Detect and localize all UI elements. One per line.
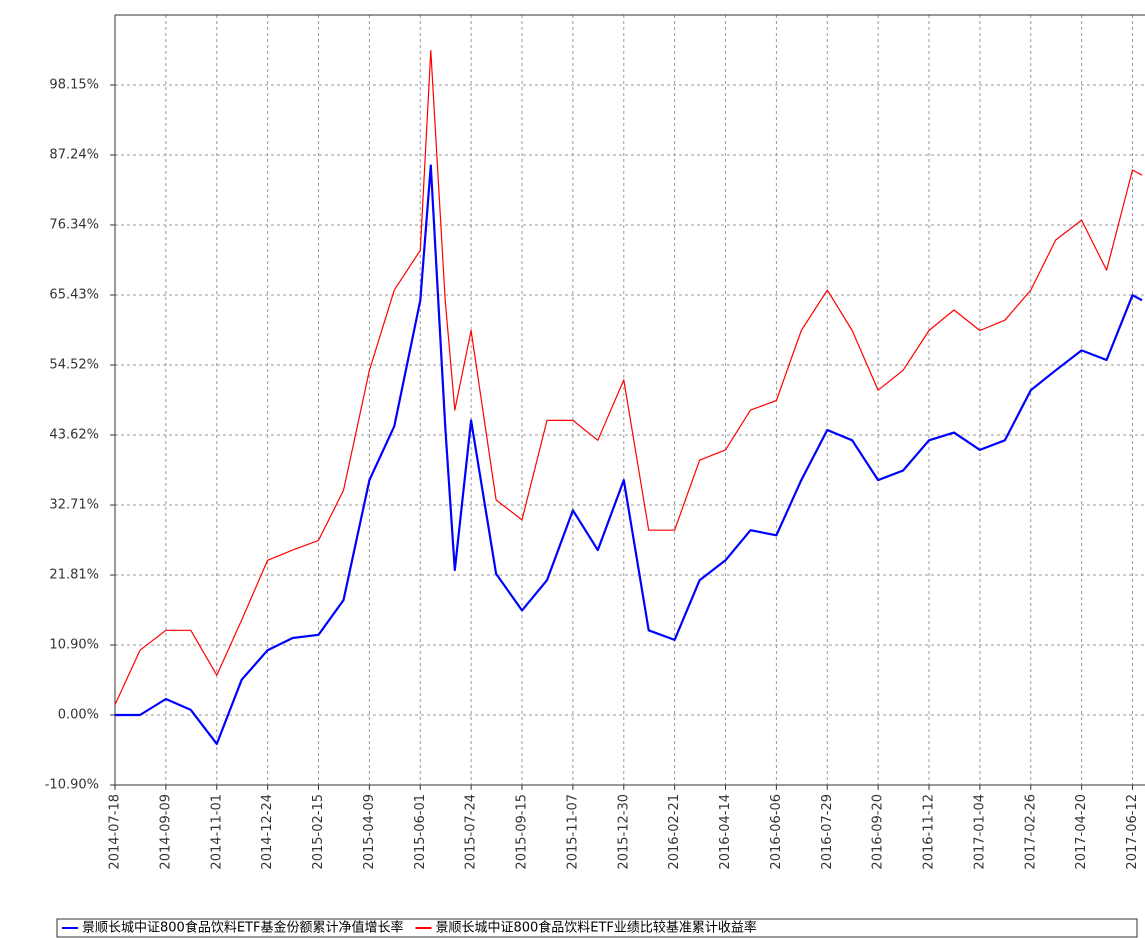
legend-label: 景顺长城中证800食品饮料ETF业绩比较基准累计收益率 (435, 920, 756, 936)
legend-label: 景顺长城中证800食品饮料ETF基金份额累计净值增长率 (82, 920, 403, 936)
x-tick-label: 2015-09-15 (515, 794, 530, 870)
series-line (115, 164, 1143, 745)
y-tick-label: 10.90% (49, 638, 99, 653)
y-tick-label: 87.24% (49, 148, 99, 163)
y-tick-label: 43.62% (49, 428, 99, 443)
x-tick-label: 2015-04-09 (362, 794, 377, 870)
x-tick-label: 2014-07-18 (108, 794, 123, 870)
y-tick-label: 32.71% (49, 498, 99, 513)
x-tick-label: 2015-12-30 (616, 794, 631, 870)
x-tick-label: 2016-02-21 (667, 794, 682, 870)
x-tick-label: 2016-11-12 (922, 794, 937, 870)
x-tick-label: 2017-04-20 (1074, 794, 1089, 870)
y-tick-label: 21.81% (49, 568, 99, 583)
x-tick-label: 2017-01-04 (972, 794, 987, 870)
y-tick-label: -10.90% (45, 778, 99, 793)
x-tick-label: 2016-04-14 (718, 794, 733, 870)
x-tick-label: 2017-02-26 (1023, 794, 1038, 870)
x-tick-label: 2014-11-01 (209, 794, 224, 870)
x-tick-label: 2016-09-20 (871, 794, 886, 870)
y-tick-label: 54.52% (49, 358, 99, 373)
x-tick-label: 2016-06-06 (769, 794, 784, 870)
x-tick-label: 2016-07-29 (820, 794, 835, 870)
x-tick-label: 2015-06-01 (413, 794, 428, 870)
legend-box (56, 918, 1138, 938)
y-tick-label: 98.15% (49, 77, 99, 92)
x-tick-label: 2014-09-09 (158, 794, 173, 870)
y-tick-label: 76.34% (49, 217, 99, 232)
y-tick-label: 65.43% (49, 288, 99, 303)
x-tick-label: 2015-02-15 (311, 794, 326, 870)
series-line (114, 50, 1143, 706)
x-tick-label: 2015-07-24 (464, 794, 479, 870)
y-tick-label: 0.00% (58, 708, 99, 723)
x-tick-label: 2017-06-12 (1125, 794, 1140, 870)
x-tick-label: 2015-11-07 (565, 794, 580, 870)
x-tick-label: 2014-12-24 (260, 794, 275, 870)
